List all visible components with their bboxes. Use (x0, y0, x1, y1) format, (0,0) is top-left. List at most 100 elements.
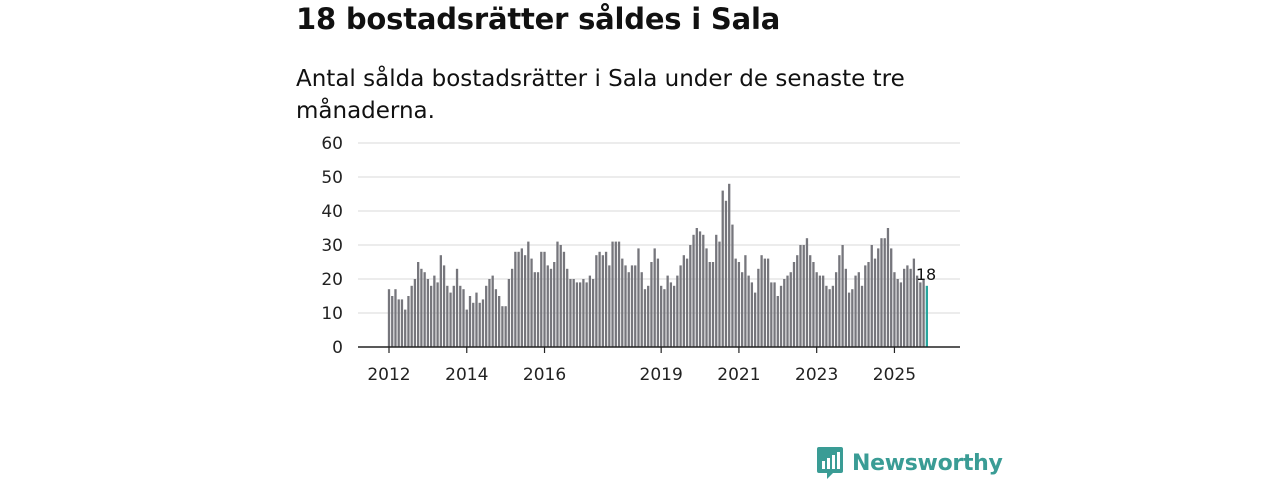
x-axis-ticks (388, 347, 896, 353)
bar (718, 241, 721, 347)
bar (394, 289, 397, 347)
bar (857, 272, 860, 347)
bar (468, 296, 472, 347)
bar (685, 258, 689, 347)
bar (634, 265, 637, 347)
bar (828, 289, 831, 347)
bar (682, 255, 685, 347)
bar (822, 275, 825, 347)
bar (734, 258, 737, 347)
bar (423, 272, 426, 347)
bar (491, 275, 494, 347)
bar (873, 258, 877, 347)
x-tick-label: 2012 (367, 365, 410, 385)
bar (783, 279, 786, 347)
bar (556, 241, 559, 347)
bar (420, 268, 423, 347)
bar (488, 279, 491, 347)
bar (452, 285, 455, 347)
bar (841, 245, 844, 347)
bar (906, 265, 909, 347)
bar (562, 251, 566, 347)
bar (572, 279, 575, 347)
y-tick-label: 30 (321, 236, 343, 256)
bar (708, 262, 711, 347)
bar (825, 285, 828, 347)
bar (860, 285, 864, 347)
bar (896, 279, 899, 347)
bar (426, 279, 430, 347)
bar (773, 282, 776, 347)
bar (692, 234, 695, 347)
bar (591, 279, 595, 347)
bar-latest (925, 285, 928, 347)
bar (695, 228, 698, 347)
bar (669, 282, 673, 347)
bar (514, 251, 517, 347)
bar (915, 275, 919, 347)
bar (455, 268, 459, 347)
bar (540, 251, 543, 347)
bar (494, 289, 498, 347)
bar (750, 282, 754, 347)
bar (404, 309, 407, 347)
bar (912, 258, 916, 347)
bar (387, 289, 391, 347)
bar (643, 289, 647, 347)
bar (462, 289, 465, 347)
newsworthy-logo: Newsworthy (816, 446, 1003, 480)
bar (478, 302, 481, 347)
x-axis-labels: 2012 2014 2016 2019 2021 2023 2025 (367, 365, 916, 385)
latest-value-label: 18 (916, 265, 936, 284)
bar (812, 262, 815, 347)
bar (579, 282, 582, 347)
bar (546, 265, 549, 347)
bar (763, 258, 766, 347)
bar (598, 251, 601, 347)
bar (391, 296, 394, 347)
bar (566, 268, 569, 347)
bar (627, 272, 630, 347)
bar (844, 268, 847, 347)
bar (770, 282, 773, 347)
x-tick-label: 2023 (795, 365, 838, 385)
bar (838, 255, 841, 347)
bar (919, 282, 922, 347)
bar (660, 285, 663, 347)
bar (475, 292, 478, 347)
bar (663, 289, 666, 347)
bar (883, 238, 886, 347)
bar (747, 275, 750, 347)
bar (449, 292, 452, 347)
bar (789, 272, 792, 347)
bar (851, 289, 854, 347)
bar (799, 245, 802, 347)
bar (530, 258, 533, 347)
bar (510, 268, 514, 347)
bar (397, 299, 400, 347)
bar (601, 255, 604, 347)
bar (624, 265, 627, 347)
bar (439, 255, 442, 347)
bar (679, 265, 682, 347)
bar (608, 265, 611, 347)
bar (741, 272, 744, 347)
bar (407, 296, 410, 347)
bar (498, 296, 501, 347)
bar (485, 285, 488, 347)
bar (698, 231, 702, 347)
bar (501, 306, 504, 347)
bar (588, 275, 592, 347)
y-tick-label: 20 (321, 270, 343, 290)
bar (809, 255, 812, 347)
bar (731, 224, 734, 347)
brand-name: Newsworthy (852, 450, 1003, 476)
bar (666, 275, 669, 347)
bar (585, 282, 588, 347)
y-tick-label: 50 (321, 168, 343, 188)
bar (527, 241, 530, 347)
bar (611, 241, 614, 347)
bar (886, 228, 890, 347)
bar (630, 265, 634, 347)
bar (472, 302, 475, 347)
